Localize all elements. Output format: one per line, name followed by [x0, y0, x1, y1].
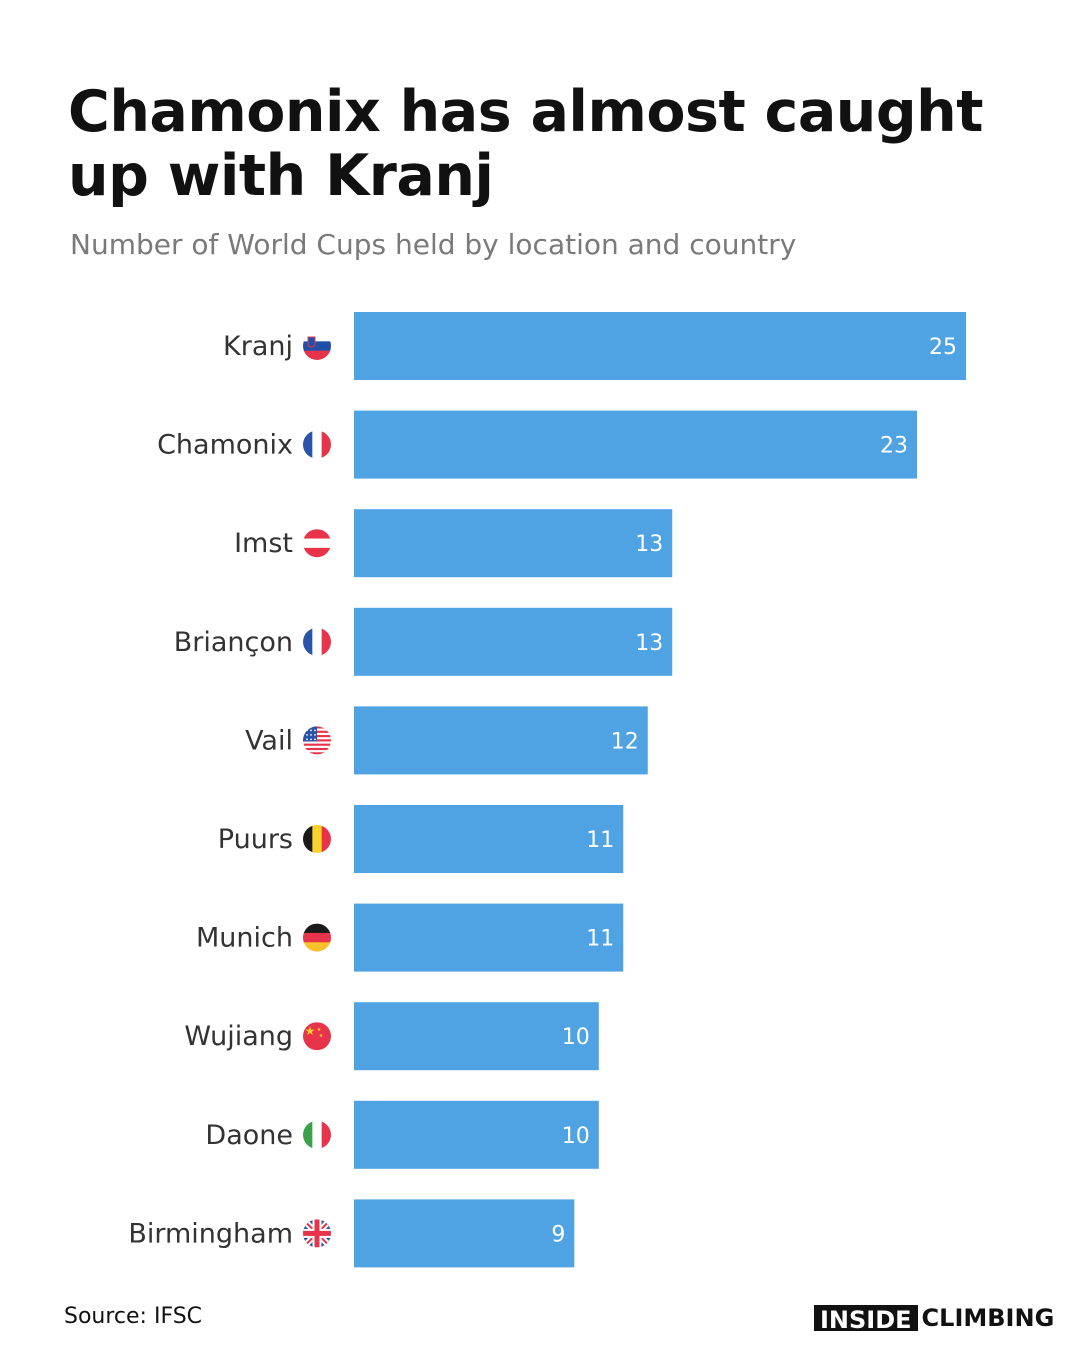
chart-subtitle: Number of World Cups held by location an… [70, 228, 797, 261]
category-label: Chamonix [157, 430, 293, 461]
usa-flag-icon [303, 726, 331, 755]
value-label: 11 [586, 828, 614, 853]
germany-flag-icon [303, 923, 331, 952]
bar-puurs [354, 805, 624, 873]
bar-daone [354, 1100, 599, 1169]
chart-title: Chamonix has almost caught up with Kranj [68, 79, 984, 209]
bar-kranj [354, 312, 966, 380]
brand-logo-inside: INSIDE [814, 1305, 918, 1333]
italy-flag-icon [303, 1120, 331, 1149]
bar-munich [354, 903, 624, 972]
france-flag-icon [303, 430, 331, 459]
category-label: Imst [234, 528, 293, 559]
value-label: 10 [562, 1124, 590, 1149]
bar-brian-on [354, 607, 673, 676]
brand-logo-climbing: CLIMBING [921, 1304, 1055, 1332]
belgium-flag-icon [303, 825, 331, 853]
austria-flag-icon [303, 529, 331, 558]
category-label: Briançon [174, 627, 293, 658]
category-label: Kranj [223, 331, 293, 362]
value-label: 11 [586, 927, 614, 952]
value-label: 10 [562, 1025, 590, 1050]
category-label: Wujiang [184, 1021, 293, 1052]
value-label: 25 [929, 335, 957, 360]
china-flag-icon: ★ ★★ [303, 1022, 331, 1051]
svg-text:★: ★ [305, 1024, 316, 1038]
bar-chamonix [354, 410, 918, 479]
value-label: 13 [635, 631, 663, 656]
france-flag-icon [303, 627, 331, 656]
bar-imst [354, 509, 673, 578]
value-label: 23 [880, 434, 908, 459]
value-label: 9 [551, 1222, 565, 1247]
bar-chart: 25 Kranj 23 Chamonix 13 Imst 13 Briançon 12 Vail 1… [128, 312, 966, 1268]
category-label: Munich [196, 923, 293, 954]
source-note: Source: IFSC [64, 1304, 203, 1329]
svg-text:★: ★ [317, 1027, 322, 1033]
bar-wujiang [354, 1002, 599, 1071]
bar-vail [354, 706, 648, 775]
category-label: Puurs [218, 824, 293, 855]
uk-flag-icon [303, 1219, 331, 1248]
category-label: Daone [205, 1120, 293, 1151]
value-label: 13 [635, 532, 663, 557]
brand-logo: INSIDE CLIMBING [814, 1304, 1055, 1333]
svg-text:★: ★ [319, 1033, 324, 1039]
category-label: Vail [245, 725, 293, 756]
category-label: Birmingham [128, 1218, 293, 1249]
bar-birmingham [354, 1199, 575, 1268]
value-label: 12 [611, 729, 639, 754]
slovenia-flag-icon [303, 332, 331, 360]
